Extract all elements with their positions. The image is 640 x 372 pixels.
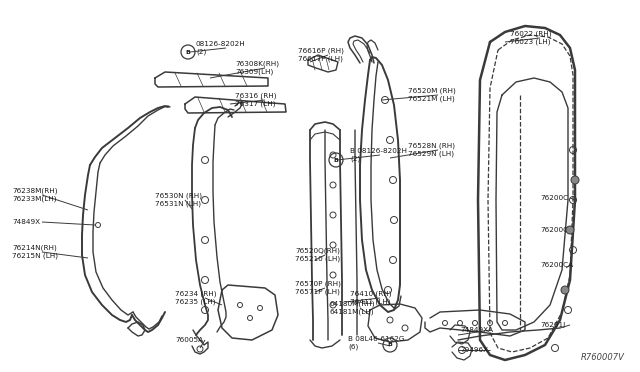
Circle shape [561,286,569,294]
Text: 76616P (RH)
76617P (LH): 76616P (RH) 76617P (LH) [298,48,344,62]
Text: 76520M (RH)
76521M (LH): 76520M (RH) 76521M (LH) [408,88,456,102]
Circle shape [566,226,574,234]
Text: 74849XA: 74849XA [460,327,493,333]
Text: 79496X: 79496X [460,347,488,353]
Text: 76316 (RH)
76317 (LH): 76316 (RH) 76317 (LH) [235,93,276,107]
Text: 76530N (RH)
76531N (LH): 76530N (RH) 76531N (LH) [155,193,202,207]
Text: 64180M(RH)
64181M(LH): 64180M(RH) 64181M(LH) [330,301,376,315]
Circle shape [571,176,579,184]
Text: 76201J: 76201J [540,322,565,328]
Text: 76528N (RH)
76529N (LH): 76528N (RH) 76529N (LH) [408,143,455,157]
Text: B: B [333,157,339,163]
Text: 08126-8202H
(2): 08126-8202H (2) [196,41,246,55]
Text: 76022 (RH)
76023 (LH): 76022 (RH) 76023 (LH) [510,31,552,45]
Text: R760007V: R760007V [581,353,625,362]
Text: 76234 (RH)
76235 (LH): 76234 (RH) 76235 (LH) [175,291,216,305]
Text: B: B [186,49,191,55]
Text: B 08L46-6162G
(6): B 08L46-6162G (6) [348,336,404,350]
Text: 76200C: 76200C [540,227,568,233]
Text: 76238M(RH)
76233M(LH): 76238M(RH) 76233M(LH) [12,188,58,202]
Text: B: B [388,343,392,347]
Text: 76200C: 76200C [540,195,568,201]
Text: 76308K(RH)
76309(LH): 76308K(RH) 76309(LH) [235,61,279,75]
Text: 76410 (RH)
76411 (LH): 76410 (RH) 76411 (LH) [350,291,392,305]
Text: 76200CA: 76200CA [540,262,573,268]
Text: B 08126-8202H
(2): B 08126-8202H (2) [350,148,407,162]
Text: 76520Q(RH)
765210 (LH): 76520Q(RH) 765210 (LH) [295,248,340,262]
Text: 76214N(RH)
76215N (LH): 76214N(RH) 76215N (LH) [12,245,58,259]
Text: 74849X: 74849X [12,219,40,225]
Text: 76570P (RH)
76571P (LH): 76570P (RH) 76571P (LH) [295,281,341,295]
Text: 76005A: 76005A [175,337,203,343]
